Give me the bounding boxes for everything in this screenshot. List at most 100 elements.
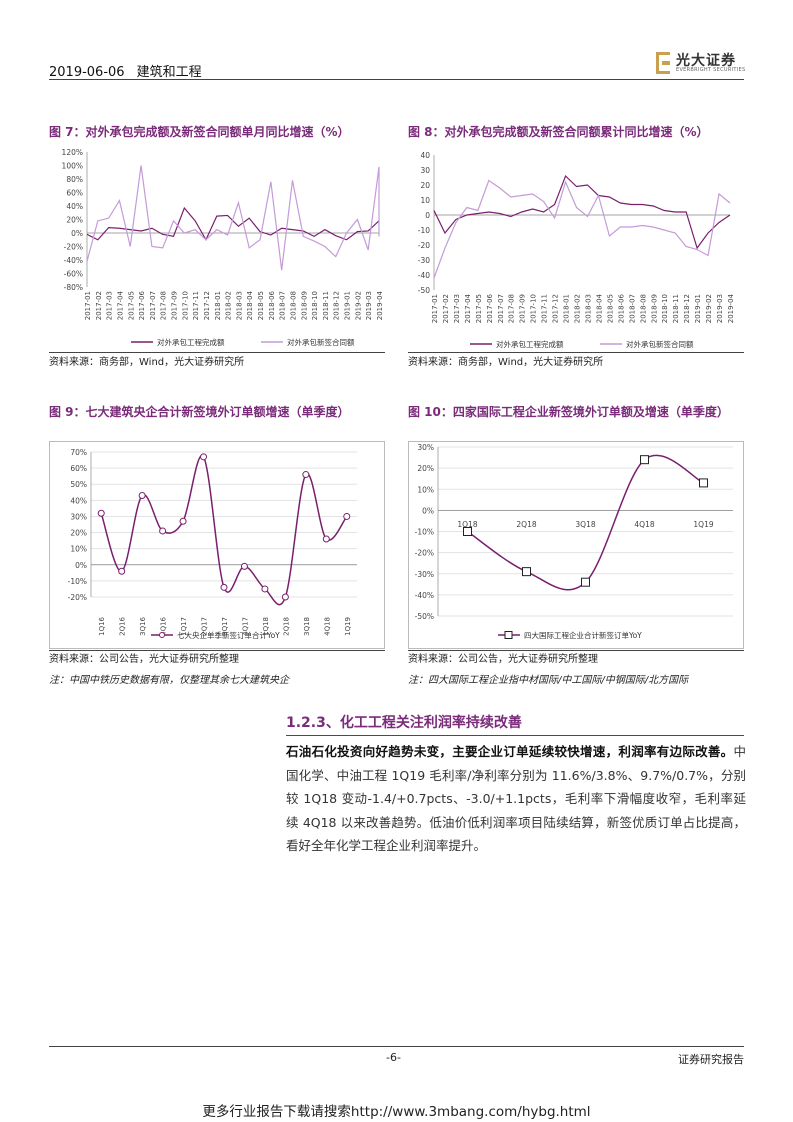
fig8-src-line [408, 352, 744, 353]
series-line-1 [100, 454, 348, 606]
x-tick-label: 2017-10 [181, 291, 189, 320]
data-point [138, 492, 146, 499]
x-tick-label: 2017-04 [116, 290, 124, 320]
fig8-chart: 40 30 20 10 0 -10 -20 -30 -40 -50 2017-01 2017-02 20… [408, 145, 743, 354]
y-tick-label: 120% [62, 148, 83, 157]
fig10-note: 注：四大国际工程企业指中材国际/中工国际/中钢国际/北方国际 [408, 675, 689, 686]
fig9-source: 资料来源：公司公告，光大证券研究所整理 [49, 654, 239, 665]
y-tick-label: 60% [70, 464, 87, 473]
y-tick-label: 50% [70, 480, 87, 489]
data-point [281, 593, 289, 601]
x-tick-label: 2018-02 [574, 294, 582, 323]
fig7-title: 图 7：对外承包完成额及新签合同额单月同比增速（%） [49, 125, 350, 139]
y-tick-label: -40% [64, 256, 83, 265]
y-tick-label: -40 [418, 271, 430, 280]
data-point [522, 567, 531, 577]
x-tick-label: 2017-09 [519, 294, 527, 323]
data-point [343, 512, 351, 520]
logo-en: EVERBRIGHT SECURITIES [676, 67, 746, 73]
y-tick-label: 70% [70, 448, 87, 457]
y-tick-label: 80% [66, 175, 83, 184]
x-tick-label: 2019-04 [376, 290, 384, 320]
x-tick-label: 2019-03 [716, 294, 724, 323]
x-tick-label: 2019-02 [354, 291, 362, 320]
logo-cn: 光大证券 [676, 53, 736, 69]
fig9-title: 图 9：七大建筑央企合计新签境外订单额增速（单季度） [49, 405, 350, 419]
x-tick-label: 1Q17 [180, 617, 188, 636]
download-link[interactable]: 更多行业报告下载请搜索http://www.3mbang.com/hybg.ht… [202, 1104, 591, 1120]
x-tick-label: 2018-09 [300, 291, 308, 320]
x-tick-label: 2017-01 [84, 291, 92, 320]
x-tick-label: 4Q18 [634, 520, 654, 529]
x-tick-label: 2017-07 [149, 291, 157, 320]
x-tick-label: 2018-11 [322, 291, 330, 320]
data-point [200, 453, 208, 461]
x-tick-label: 3Q18 [303, 617, 311, 636]
data-point [97, 509, 105, 517]
series-line-2 [433, 179, 731, 279]
y-tick-label: -10 [418, 226, 430, 235]
x-tick-label: 2017-05 [475, 294, 483, 323]
paragraph-body: 中国化学、中油工程 1Q19 毛利率/净利率分别为 11.6%/3.8%、9.7… [286, 744, 746, 853]
legend-label: 七大央企单季新签订单合计YoY [177, 630, 280, 640]
x-tick-label: 2018-12 [683, 294, 691, 323]
x-tick-label: 2018-09 [650, 294, 658, 323]
x-tick-label: 1Q16 [98, 616, 106, 635]
x-tick-label: 2017-12 [203, 291, 211, 320]
y-tick-label: 60% [66, 189, 83, 198]
x-tick-label: 2017-10 [530, 294, 538, 323]
y-tick-label: -30% [415, 570, 434, 579]
y-tick-label: 10% [70, 545, 87, 554]
y-tick-label: -60% [64, 270, 83, 279]
x-tick-label: 2019-01 [694, 294, 702, 323]
x-tick-label: 4Q17 [241, 617, 249, 636]
data-point [179, 517, 187, 525]
x-tick-label: 2Q17 [201, 617, 209, 636]
x-tick-label: 2018-07 [279, 291, 287, 320]
x-tick-label: 2019-01 [344, 291, 352, 320]
x-tick-label: 4Q16 [160, 616, 168, 635]
x-tick-label: 2018-06 [617, 293, 625, 323]
x-tick-label: 1Q18 [262, 617, 270, 636]
x-tick-label: 2018-12 [333, 291, 341, 320]
legend-label: 对外承包新签合同额 [287, 337, 355, 347]
report-type: 证券研究报告 [678, 1053, 744, 1066]
x-tick-label: 2017-06 [486, 293, 494, 323]
x-tick-label: 2019-04 [727, 293, 735, 323]
x-tick-label: 2017-03 [453, 294, 461, 323]
x-tick-label: 2019-03 [365, 291, 373, 320]
fig9-chart: 70% 60% 50% 40% 30% 20% 10% 0% -10% -20% 1Q16 2Q16 3… [49, 441, 385, 653]
y-tick-label: 0% [422, 506, 434, 515]
x-tick-label: 2018-05 [257, 291, 265, 320]
x-tick-label: 2017-03 [106, 291, 114, 320]
data-point [159, 527, 167, 535]
legend-marker [159, 632, 165, 638]
x-tick-label: 2018-04 [246, 290, 254, 320]
page-number: -6- [386, 1051, 401, 1064]
legend-label: 对外承包新签合同额 [626, 339, 694, 349]
x-tick-label: 2017-08 [160, 291, 168, 320]
y-tick-label: -40% [415, 591, 434, 600]
data-point [240, 562, 248, 570]
x-tick-label: 2017-07 [497, 294, 505, 323]
y-tick-label: -20% [415, 549, 434, 558]
fig10-title: 图 10：四家国际工程企业新签境外订单额及增速（单季度） [408, 405, 729, 419]
data-point [640, 455, 649, 465]
x-tick-label: 2017-05 [127, 291, 135, 320]
series-line-1 [86, 206, 380, 242]
x-tick-label: 2018-08 [639, 294, 647, 323]
series-line-2 [86, 165, 380, 271]
logo-mark-icon [656, 52, 670, 74]
y-tick-label: -50% [415, 612, 434, 621]
x-tick-label: 2018-02 [225, 291, 233, 320]
x-tick-label: 3Q17 [221, 617, 229, 636]
sector-name: 建筑和工程 [136, 65, 202, 80]
fig7-chart: 120% 100% 80% 60% 40% 20% 0% -20% -40% -60% -80% 20… [49, 145, 384, 354]
chart-frame [49, 441, 385, 649]
fig10-src-line [408, 650, 744, 651]
x-tick-label: 2017-02 [442, 294, 450, 323]
fig8-source: 资料来源：商务部，Wind，光大证券研究所 [408, 357, 604, 368]
x-tick-label: 2018-10 [661, 294, 669, 323]
y-tick-label: 40 [420, 151, 430, 160]
x-tick-label: 2018-07 [628, 294, 636, 323]
